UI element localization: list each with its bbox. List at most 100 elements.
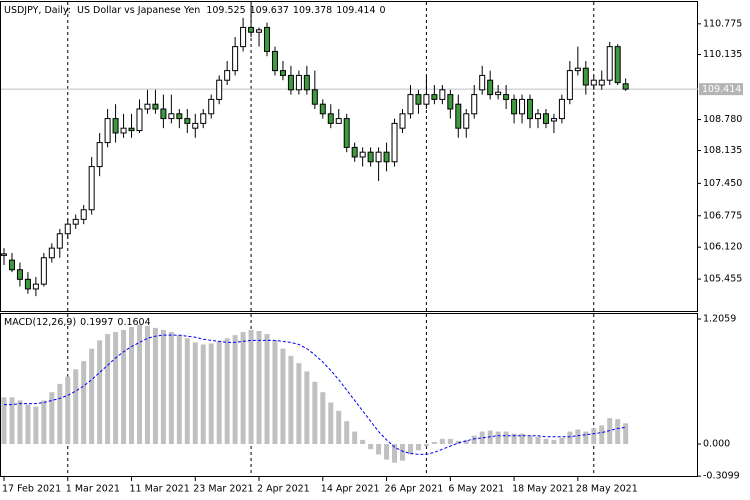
candle-body: [24, 278, 31, 290]
macd-bar: [208, 343, 214, 445]
candle-body: [311, 89, 318, 105]
macd-bar: [487, 430, 493, 445]
macd-bar: [33, 406, 39, 445]
macd-bar: [280, 348, 286, 445]
macd-bar: [168, 332, 174, 445]
candle-body: [144, 103, 151, 110]
candle-body: [574, 67, 581, 72]
y-tick-label: 110.135: [703, 49, 742, 60]
y-tick-label: 1.2059: [703, 313, 736, 324]
price-label-box: [699, 83, 743, 96]
candle-body: [160, 108, 167, 120]
candle-body: [415, 94, 422, 105]
candle-body: [224, 70, 231, 81]
candle-body: [152, 103, 159, 110]
candle-body: [1, 253, 7, 256]
macd-bar: [57, 383, 63, 445]
main-panel-frame: [0, 1, 698, 312]
candle-body: [423, 94, 430, 105]
y-tick-label: 108.135: [703, 145, 742, 156]
spread-value: 0: [380, 5, 386, 16]
y-tick-label: 107.450: [703, 178, 742, 189]
candle-body: [104, 118, 111, 144]
macd-bar: [376, 444, 382, 455]
y-tick-label: 106.775: [703, 210, 742, 221]
candle-body: [359, 151, 366, 158]
macd-bar: [519, 433, 525, 445]
macd-bar: [423, 444, 429, 447]
macd-bar: [431, 441, 437, 445]
macd-bar: [200, 344, 206, 445]
macd-bar: [535, 436, 541, 445]
candle-body: [216, 79, 223, 100]
candle-body: [479, 74, 486, 91]
macd-header: MACD(12,26,9) 0.1997 0.1604: [4, 317, 151, 328]
macd-bar: [400, 444, 405, 461]
macd-bar: [304, 371, 310, 445]
macd-bar: [599, 425, 605, 445]
macd-bar: [248, 329, 254, 445]
macd-bar: [495, 431, 501, 445]
y-tick-label: 110.775: [703, 18, 742, 29]
macd-bar: [312, 381, 318, 445]
macd-bar: [17, 400, 23, 445]
macd-bar: [65, 376, 71, 445]
macd-bar: [415, 444, 421, 451]
candle-body: [566, 70, 573, 100]
macd-bar: [463, 439, 469, 445]
macd-bar: [256, 331, 262, 445]
plot-layer: 109.414 110.775 110.135 108.780 108.135 107.4…: [1, 2, 743, 495]
macd-bar: [89, 348, 95, 445]
candle-body: [447, 94, 454, 110]
candle-body: [287, 74, 294, 91]
macd-bar: [336, 410, 342, 445]
candle-body: [495, 91, 502, 96]
candle-body: [582, 67, 589, 86]
macd-bar: [144, 325, 150, 445]
macd-bar: [216, 341, 222, 445]
close-value: 109.414: [336, 5, 375, 16]
x-tick-label: 1 Mar 2021: [66, 484, 120, 495]
macd-title: MACD(12,26,9): [4, 317, 76, 328]
y-tick-label: 108.780: [703, 114, 742, 125]
candle-body: [598, 79, 605, 86]
macd-bar: [551, 439, 557, 445]
candle-body: [232, 46, 239, 72]
macd-bar: [49, 392, 55, 445]
macd-bar: [41, 400, 47, 445]
candle-body: [208, 98, 215, 115]
macd-value: 0.1997: [80, 317, 113, 328]
candle-body: [56, 233, 63, 249]
macd-bar: [264, 334, 270, 445]
high-value: 109.637: [250, 5, 289, 16]
macd-bar: [240, 332, 246, 445]
macd-bar: [344, 421, 350, 445]
candle-body: [606, 46, 613, 81]
candle-body: [240, 26, 247, 48]
macd-bar: [105, 334, 111, 445]
macd-bar: [583, 431, 589, 445]
macd-bar: [320, 392, 326, 445]
macd-bar: [81, 361, 87, 445]
candle-body: [88, 166, 95, 211]
macd-bar: [1, 397, 7, 445]
candle-body: [295, 74, 302, 91]
candle-body: [64, 223, 71, 235]
macd-bar: [97, 340, 103, 445]
candle-body: [383, 151, 390, 163]
y-tick-label: 0.000: [703, 439, 730, 450]
low-value: 109.378: [293, 5, 332, 16]
macd-bar: [607, 418, 613, 445]
macd-bar: [407, 444, 413, 455]
macd-bar: [439, 438, 445, 445]
candle-body: [503, 94, 510, 100]
signal-line: [4, 334, 626, 455]
macd-bar: [575, 429, 581, 445]
macd-bar: [224, 338, 230, 445]
candle-body: [327, 113, 334, 124]
candle-body: [455, 103, 462, 129]
candle-body: [200, 113, 207, 124]
macd-bar: [360, 439, 366, 445]
macd-bar: [184, 338, 190, 445]
